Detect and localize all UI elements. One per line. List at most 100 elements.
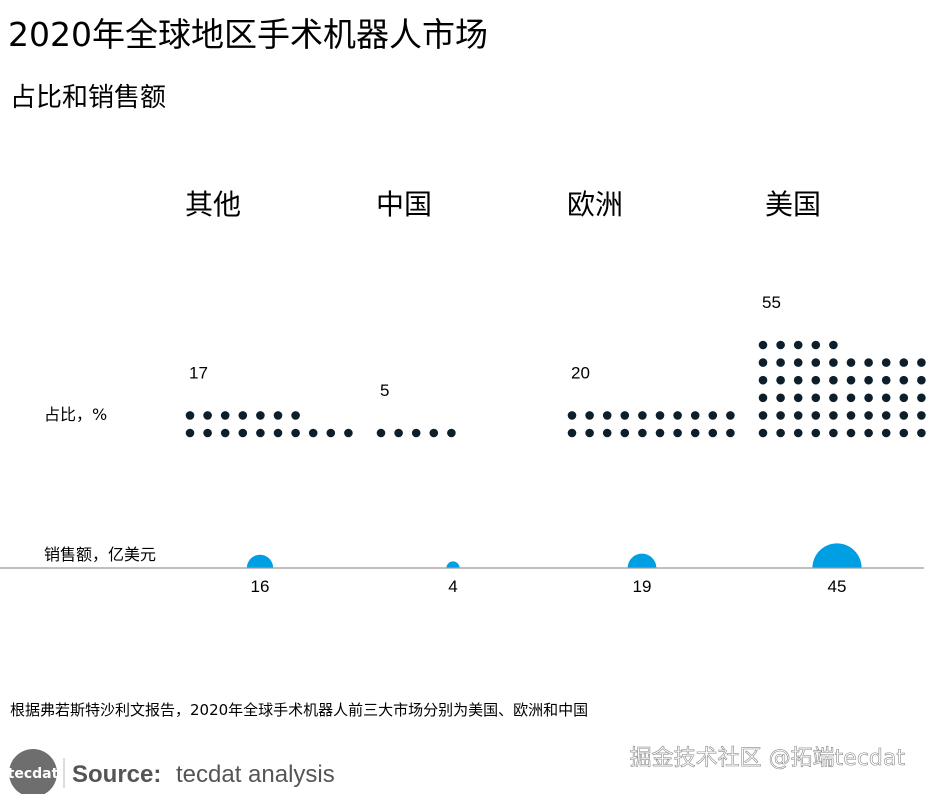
- share-dot: [811, 375, 821, 385]
- share-dot: [673, 411, 682, 420]
- chart-subtitle: 占比和销售额: [10, 83, 166, 113]
- sales-bubble: [627, 553, 657, 568]
- share-dot: [220, 411, 230, 420]
- sales-bubble: [812, 543, 862, 568]
- share-value-label: 5: [380, 381, 389, 400]
- share-dot: [567, 428, 577, 438]
- share-dot: [846, 358, 856, 367]
- share-dot: [690, 428, 700, 438]
- share-dot: [899, 393, 909, 403]
- share-dot: [655, 411, 665, 420]
- footnote: 根据弗若斯特沙利文报告，2020年全球手术机器人前三大市场分别为美国、欧洲和中国: [10, 701, 588, 719]
- share-dot: [881, 375, 891, 385]
- share-dot: [776, 411, 785, 420]
- share-dot: [829, 358, 838, 367]
- share-dot: [326, 428, 336, 438]
- share-dot: [344, 428, 353, 438]
- share-dot: [411, 428, 421, 438]
- sales-value-label: 4: [448, 577, 457, 596]
- share-dot: [881, 411, 891, 420]
- share-dot: [811, 358, 821, 367]
- share-dot: [846, 411, 856, 420]
- share-dot: [429, 428, 439, 438]
- share-dot: [917, 411, 926, 420]
- share-dot: [638, 428, 647, 438]
- share-dot: [758, 358, 768, 367]
- share-dot: [585, 428, 594, 438]
- share-dot: [620, 428, 630, 438]
- share-dot: [708, 411, 718, 420]
- share-dot: [238, 428, 248, 438]
- share-dot: [185, 411, 195, 420]
- share-dot: [864, 428, 873, 438]
- share-dot: [203, 428, 212, 438]
- region-labels: 其他 中国 欧洲 美国: [185, 188, 821, 221]
- share-dot: [864, 411, 873, 420]
- sales-bubble: [246, 554, 274, 568]
- share-dot: [864, 393, 873, 403]
- share-dot: [620, 411, 630, 420]
- share-dot: [203, 411, 212, 420]
- share-dot: [829, 411, 838, 420]
- share-dot: [256, 428, 265, 438]
- watermark: 掘金技术社区 @拓端tecdat: [630, 746, 906, 771]
- share-dot: [673, 428, 682, 438]
- share-dot: [394, 428, 403, 438]
- share-dot: [811, 340, 821, 350]
- share-dot: [793, 340, 803, 350]
- share-value-label: 55: [762, 293, 781, 312]
- share-dot: [776, 375, 785, 385]
- share-dot: [708, 428, 718, 438]
- share-dot: [758, 393, 768, 403]
- region-label: 中国: [376, 188, 432, 221]
- share-dot: [864, 358, 873, 367]
- share-dot: [829, 375, 838, 385]
- share-dot-grid: [185, 340, 926, 438]
- share-dot: [811, 393, 821, 403]
- share-row-label: 占比，%: [44, 405, 107, 424]
- share-value-label: 20: [571, 363, 590, 382]
- share-dot: [846, 393, 856, 403]
- share-dot: [899, 375, 909, 385]
- share-dot: [811, 411, 821, 420]
- share-dot: [638, 411, 647, 420]
- share-dot: [238, 411, 248, 420]
- region-label: 欧洲: [567, 188, 623, 221]
- share-value-labels: 17 5 20 55: [189, 293, 781, 400]
- share-dot: [829, 428, 838, 438]
- share-dot: [776, 393, 785, 403]
- region-label: 美国: [765, 188, 821, 221]
- share-dot: [726, 428, 735, 438]
- share-dot: [585, 411, 594, 420]
- share-dot: [917, 428, 926, 438]
- share-value-label: 17: [189, 363, 208, 382]
- share-dot: [881, 393, 891, 403]
- share-dot: [185, 428, 195, 438]
- share-dot: [602, 411, 612, 420]
- logo-text: tecdat: [8, 766, 59, 782]
- share-dot: [917, 393, 926, 403]
- share-dot: [811, 428, 821, 438]
- share-dot: [758, 411, 768, 420]
- sales-value-label: 19: [633, 577, 652, 596]
- share-dot: [308, 428, 318, 438]
- share-dot: [758, 428, 768, 438]
- share-dot: [793, 428, 803, 438]
- share-dot: [793, 375, 803, 385]
- share-dot: [776, 340, 785, 350]
- share-dot: [655, 428, 665, 438]
- share-dot: [793, 393, 803, 403]
- share-dot: [776, 428, 785, 438]
- share-dot: [829, 340, 838, 350]
- share-dot: [881, 428, 891, 438]
- share-dot: [758, 375, 768, 385]
- chart-title: 2020年全球地区手术机器人市场: [8, 15, 488, 54]
- sales-bubble: [446, 561, 460, 568]
- share-dot: [793, 411, 803, 420]
- share-dot: [917, 375, 926, 385]
- share-dot: [291, 428, 300, 438]
- share-dot: [899, 428, 909, 438]
- share-dot: [220, 428, 230, 438]
- share-dot: [793, 358, 803, 367]
